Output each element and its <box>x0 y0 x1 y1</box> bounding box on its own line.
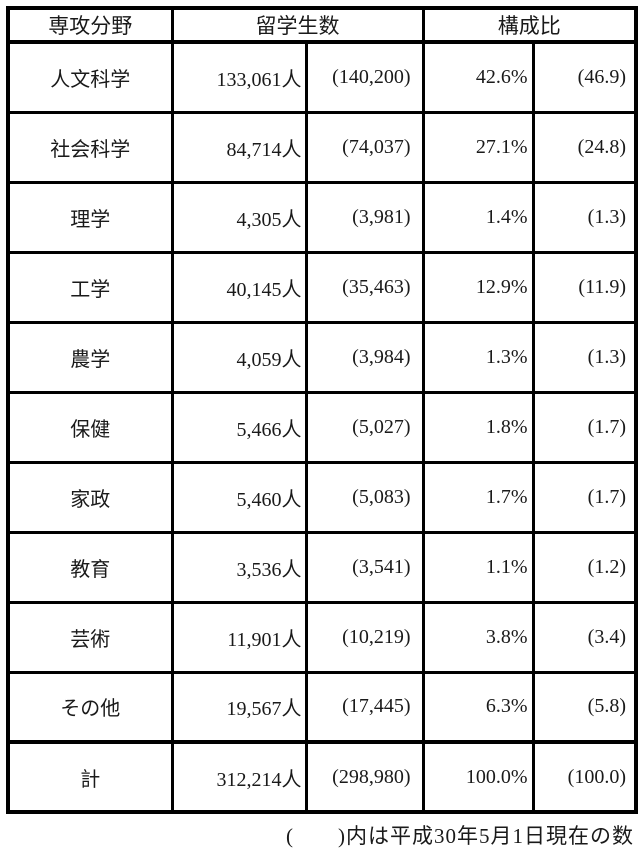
students-prev-cell: (3,541) <box>304 530 425 604</box>
field-cell: 家政 <box>6 460 174 534</box>
field-cell: 工学 <box>6 250 174 324</box>
ratio-cell: 1.8% <box>421 390 534 464</box>
students-count-cell: 11,901人 <box>170 600 307 674</box>
table-row: 人文科学 133,061人 (140,200) 42.6% (46.9) <box>6 40 638 114</box>
field-cell: 社会科学 <box>6 110 174 184</box>
field-cell: その他 <box>6 670 174 744</box>
students-count-cell: 19,567人 <box>170 670 307 744</box>
header-row: 専攻分野 留学生数 構成比 <box>6 6 638 44</box>
ratio-cell: 12.9% <box>421 250 534 324</box>
table-row: その他 19,567人 (17,445) 6.3% (5.8) <box>6 670 638 744</box>
ratio-prev-cell: (5.8) <box>531 670 638 744</box>
total-row: 計 312,214人 (298,980) 100.0% (100.0) <box>6 740 638 814</box>
students-prev-cell: (74,037) <box>304 110 425 184</box>
table-header: 専攻分野 留学生数 構成比 <box>6 6 638 44</box>
ratio-cell: 42.6% <box>421 40 534 114</box>
ratio-prev-cell: (11.9) <box>531 250 638 324</box>
ratio-prev-cell: (1.2) <box>531 530 638 604</box>
header-field: 専攻分野 <box>6 6 174 44</box>
students-prev-cell: (35,463) <box>304 250 425 324</box>
ratio-prev-cell: (1.3) <box>531 320 638 394</box>
ratio-cell: 27.1% <box>421 110 534 184</box>
table-row: 工学 40,145人 (35,463) 12.9% (11.9) <box>6 250 638 324</box>
ratio-prev-cell: (3.4) <box>531 600 638 674</box>
ratio-cell: 1.4% <box>421 180 534 254</box>
students-prev-cell: (5,083) <box>304 460 425 534</box>
students-prev-cell: (10,219) <box>304 600 425 674</box>
students-prev-cell: (298,980) <box>304 740 425 814</box>
students-prev-cell: (17,445) <box>304 670 425 744</box>
ratio-cell: 1.3% <box>421 320 534 394</box>
field-cell: 人文科学 <box>6 40 174 114</box>
ratio-cell: 100.0% <box>421 740 534 814</box>
table-row: 理学 4,305人 (3,981) 1.4% (1.3) <box>6 180 638 254</box>
ratio-cell: 1.1% <box>421 530 534 604</box>
student-major-table: 専攻分野 留学生数 構成比 人文科学 133,061人 (140,200) 42… <box>6 6 638 814</box>
table-row: 家政 5,460人 (5,083) 1.7% (1.7) <box>6 460 638 534</box>
ratio-prev-cell: (46.9) <box>531 40 638 114</box>
students-count-cell: 5,466人 <box>170 390 307 464</box>
table-row: 教育 3,536人 (3,541) 1.1% (1.2) <box>6 530 638 604</box>
students-count-cell: 133,061人 <box>170 40 307 114</box>
ratio-prev-cell: (24.8) <box>531 110 638 184</box>
field-cell: 理学 <box>6 180 174 254</box>
students-prev-cell: (5,027) <box>304 390 425 464</box>
table-row: 社会科学 84,714人 (74,037) 27.1% (24.8) <box>6 110 638 184</box>
students-prev-cell: (140,200) <box>304 40 425 114</box>
table-body: 人文科学 133,061人 (140,200) 42.6% (46.9) 社会科… <box>6 40 638 814</box>
table-row: 農学 4,059人 (3,984) 1.3% (1.3) <box>6 320 638 394</box>
table-row: 芸術 11,901人 (10,219) 3.8% (3.4) <box>6 600 638 674</box>
header-ratio: 構成比 <box>421 6 638 44</box>
ratio-cell: 6.3% <box>421 670 534 744</box>
students-count-cell: 4,305人 <box>170 180 307 254</box>
students-prev-cell: (3,984) <box>304 320 425 394</box>
table-row: 保健 5,466人 (5,027) 1.8% (1.7) <box>6 390 638 464</box>
ratio-prev-cell: (100.0) <box>531 740 638 814</box>
students-count-cell: 5,460人 <box>170 460 307 534</box>
ratio-prev-cell: (1.3) <box>531 180 638 254</box>
students-count-cell: 4,059人 <box>170 320 307 394</box>
students-count-cell: 3,536人 <box>170 530 307 604</box>
ratio-prev-cell: (1.7) <box>531 460 638 534</box>
ratio-prev-cell: (1.7) <box>531 390 638 464</box>
field-cell: 農学 <box>6 320 174 394</box>
ratio-cell: 3.8% <box>421 600 534 674</box>
footnote: ( )内は平成30年5月1日現在の数 <box>286 824 634 848</box>
header-students: 留学生数 <box>170 6 425 44</box>
field-cell: 保健 <box>6 390 174 464</box>
field-cell: 計 <box>6 740 174 814</box>
students-count-cell: 84,714人 <box>170 110 307 184</box>
students-count-cell: 40,145人 <box>170 250 307 324</box>
students-prev-cell: (3,981) <box>304 180 425 254</box>
field-cell: 教育 <box>6 530 174 604</box>
ratio-cell: 1.7% <box>421 460 534 534</box>
field-cell: 芸術 <box>6 600 174 674</box>
students-count-cell: 312,214人 <box>170 740 307 814</box>
